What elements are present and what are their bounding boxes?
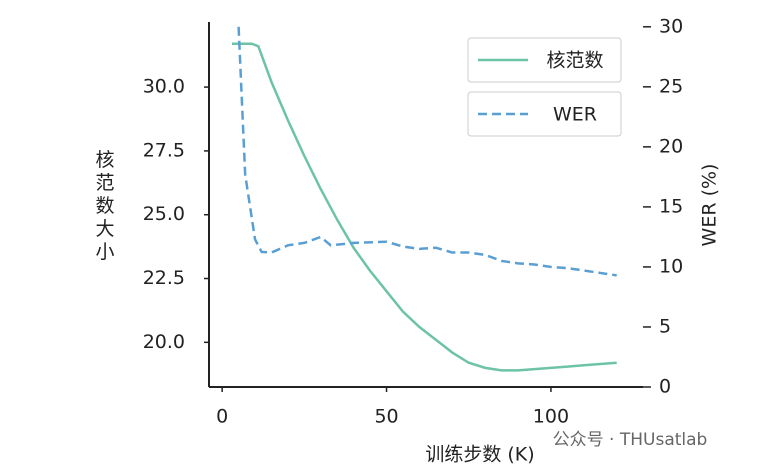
x-axis-label: 训练步数 (K) — [425, 444, 534, 466]
y2-tick-label: 15 — [659, 195, 683, 217]
y2-axis-label: WER (%) — [699, 164, 721, 247]
series-line — [232, 42, 617, 372]
x-tick-label: 100 — [533, 406, 569, 428]
y-tick-label: 30.0 — [143, 76, 185, 98]
y-axis-label-char: 范 — [95, 172, 114, 194]
y-axis-label: 核范数大小 — [95, 149, 114, 263]
y-axis-label-char: 核 — [95, 149, 114, 171]
y2-tick-label: 10 — [659, 255, 683, 277]
y2-tick-label: 25 — [659, 75, 683, 97]
series-line — [237, 26, 617, 277]
legend-label: WER — [553, 104, 597, 126]
legend-box — [467, 37, 622, 83]
y2-tick-label: 0 — [659, 376, 671, 398]
y-tick-label: 20.0 — [143, 331, 185, 353]
y-axis-label-char: 小 — [95, 241, 114, 263]
x-tick-label: 0 — [216, 406, 228, 428]
y-tick-label: 25.0 — [143, 203, 185, 225]
y-axis-label-char: 数 — [95, 195, 114, 217]
y2-tick-label: 20 — [659, 135, 683, 157]
y-tick-label: 27.5 — [143, 139, 185, 161]
y-tick-label: 22.5 — [143, 267, 185, 289]
legend-label: 核范数 — [546, 50, 603, 72]
y2-tick-label: 5 — [659, 315, 671, 337]
watermark: 公众号 · THUsatlab — [553, 430, 708, 450]
y-axis-label-char: 大 — [95, 218, 114, 240]
y2-tick-label: 30 — [659, 15, 683, 37]
legend-box — [467, 91, 622, 137]
x-tick-label: 50 — [374, 406, 398, 428]
